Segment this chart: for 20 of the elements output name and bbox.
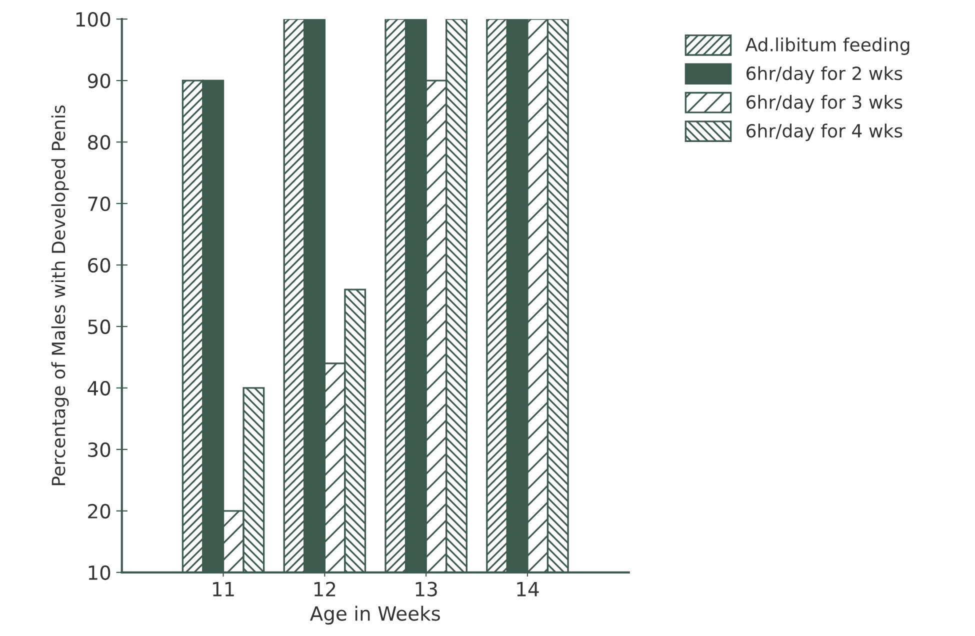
y-tick-label: 10: [88, 565, 110, 580]
y-axis-title: Percentage of Males with Developed Penis: [51, 106, 69, 486]
y-tick-label: 90: [88, 74, 110, 88]
y-tick-label: 20: [88, 504, 110, 519]
y-tick-label: 100: [76, 12, 110, 27]
x-tick-label: 13: [416, 582, 437, 596]
legend-label: 6hr/day for 3 wks: [746, 94, 902, 112]
y-tick-label: 30: [88, 442, 110, 458]
legend-label: 6hr/day for 4 wks: [746, 124, 902, 142]
y-tick-label: 60: [88, 258, 110, 273]
y-tick-label: 40: [88, 380, 110, 396]
legend-label: Ad.libitum feeding: [745, 38, 910, 55]
y-tick-label: 70: [88, 196, 110, 212]
x-tick-label: 12: [314, 582, 336, 596]
legend-label: 6hr/day for 2 wks: [746, 66, 902, 84]
x-axis-title: Age in Weeks: [310, 606, 440, 625]
x-tick-label: 11: [213, 582, 234, 596]
x-tick-label: 14: [517, 582, 539, 596]
y-tick-label: 80: [88, 134, 110, 150]
y-tick-label: 50: [88, 319, 110, 334]
